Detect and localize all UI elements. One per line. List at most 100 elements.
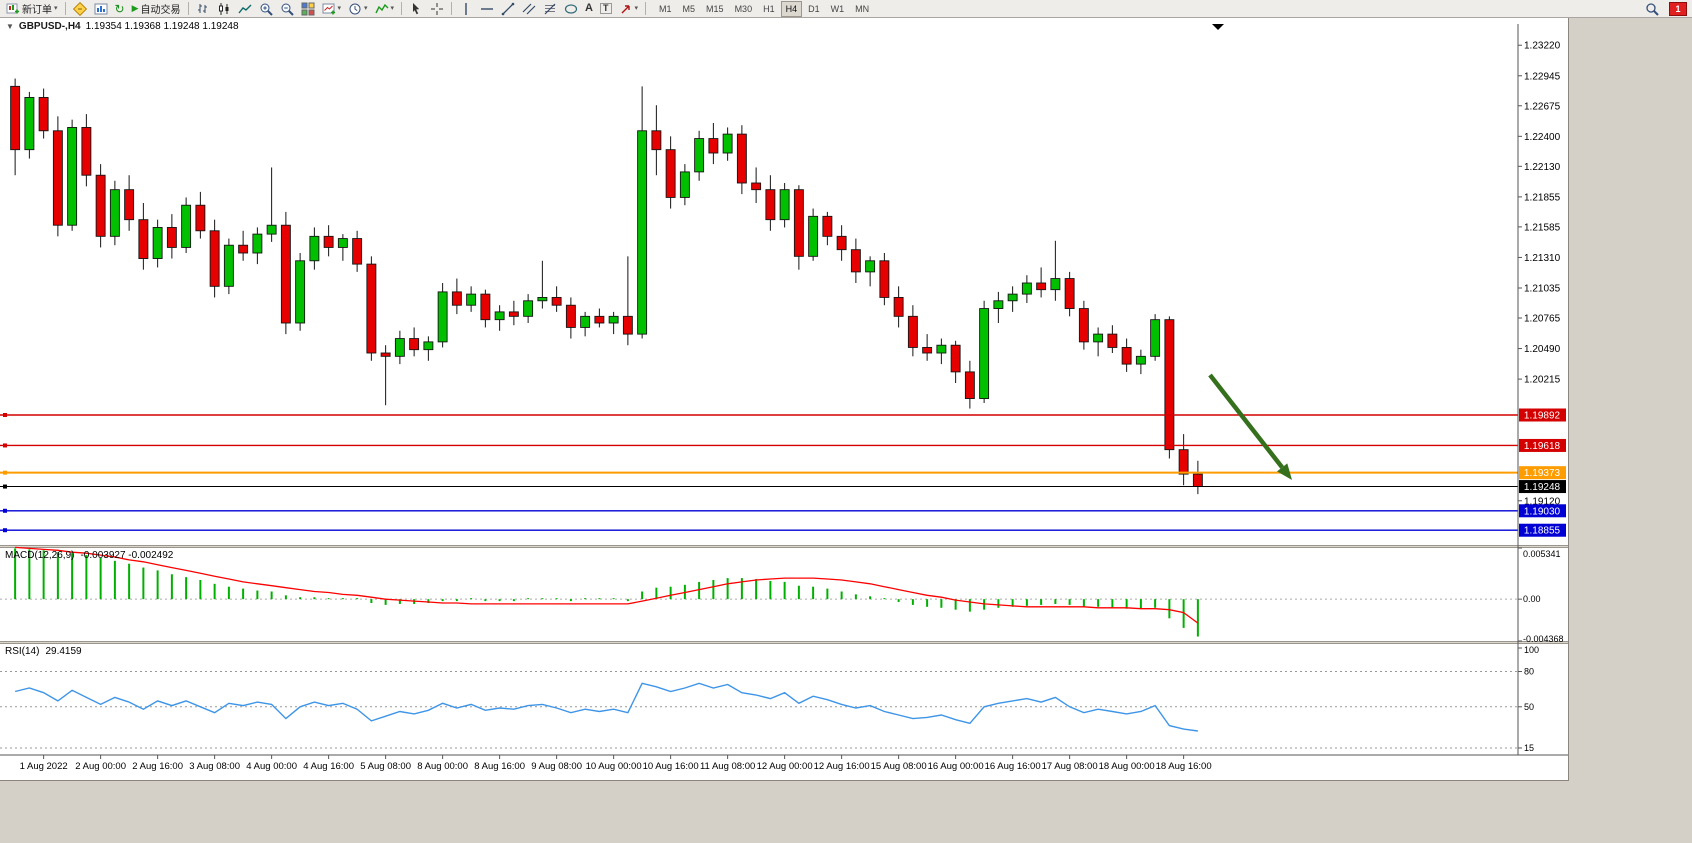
new-order-label: 新订单	[22, 5, 52, 16]
channel-icon	[522, 3, 536, 14]
chart-canvas[interactable]: 1.23220 1.22945 1.22675 1.22400 1.22130 1.218…	[0, 18, 1568, 780]
fibonacci-button[interactable]	[540, 0, 560, 18]
candlestick-icon	[218, 2, 228, 15]
rsi-value: 29.4159	[45, 646, 82, 657]
macd-label: MACD(12,26,9) -0.003927 -0.002492	[5, 550, 173, 561]
price-axis[interactable]: 1.23220 1.22945 1.22675 1.22400 1.22130 1.218…	[1517, 24, 1566, 755]
svg-text:10 Aug 00:00: 10 Aug 00:00	[586, 761, 642, 772]
chart-shift-marker[interactable]	[1212, 24, 1224, 30]
svg-text:1.19030: 1.19030	[1524, 506, 1561, 517]
timeframe-w1-button[interactable]: W1	[830, 3, 845, 14]
toolbar-right-group: 1	[1645, 1, 1689, 16]
svg-text:1.22675: 1.22675	[1524, 101, 1561, 112]
timeframe-h1-button[interactable]: H1	[763, 3, 775, 14]
svg-text:8 Aug 16:00: 8 Aug 16:00	[474, 761, 525, 772]
arrows-caret-icon: ▾	[634, 5, 639, 12]
horizontal-line-button[interactable]	[477, 0, 497, 18]
timeframe-m1-button[interactable]: M1	[659, 3, 672, 14]
new-order-button[interactable]: 新订单 ▾	[3, 0, 61, 18]
refresh-button[interactable]: ↻	[112, 0, 128, 18]
svg-text:2 Aug 16:00: 2 Aug 16:00	[132, 761, 183, 772]
zoom-out-icon	[281, 3, 294, 16]
svg-text:12 Aug 16:00: 12 Aug 16:00	[814, 761, 870, 772]
macd-panel[interactable]	[0, 546, 1518, 637]
zoom-out-button[interactable]	[277, 0, 297, 18]
trend-arrow[interactable]	[1208, 373, 1292, 480]
ohlc-values: 1.19354 1.19368 1.19248 1.19248	[85, 21, 239, 32]
vertical-line-button[interactable]	[456, 0, 476, 18]
shapes-button[interactable]	[561, 0, 581, 18]
indicators-button[interactable]: ▾	[372, 0, 398, 18]
tile-windows-icon	[301, 2, 314, 15]
svg-text:8 Aug 00:00: 8 Aug 00:00	[417, 761, 468, 772]
svg-text:1.21310: 1.21310	[1524, 253, 1561, 264]
search-icon[interactable]	[1645, 2, 1659, 16]
svg-text:1.20490: 1.20490	[1524, 344, 1561, 355]
svg-text:1.23220: 1.23220	[1524, 41, 1561, 52]
autotrade-play-icon: ▶	[131, 3, 139, 13]
arrows-button[interactable]: ▾	[616, 0, 642, 18]
svg-text:15 Aug 08:00: 15 Aug 08:00	[871, 761, 927, 772]
trendline-icon	[501, 2, 515, 15]
svg-text:18 Aug 16:00: 18 Aug 16:00	[1156, 761, 1212, 772]
timeframe-m15-button[interactable]: M15	[706, 3, 724, 14]
text-icon: A	[585, 2, 593, 14]
svg-text:16 Aug 00:00: 16 Aug 00:00	[928, 761, 984, 772]
candlestick-series[interactable]	[10, 78, 1203, 495]
svg-text:1.19120: 1.19120	[1524, 496, 1561, 507]
svg-text:10 Aug 16:00: 10 Aug 16:00	[643, 761, 699, 772]
svg-text:1.19373: 1.19373	[1524, 468, 1561, 479]
svg-text:3 Aug 08:00: 3 Aug 08:00	[189, 761, 240, 772]
timeframe-h4-button[interactable]: H4	[780, 0, 803, 17]
label-button[interactable]: T	[597, 0, 615, 18]
text-button[interactable]: A	[582, 0, 596, 18]
rsi-panel[interactable]	[0, 671, 1518, 749]
toolbar-separator	[64, 2, 66, 15]
autotrade-button[interactable]: ▶ 自动交易	[129, 0, 184, 18]
toolbar-separator	[401, 2, 403, 15]
chart-collapse-icon[interactable]: ▼	[6, 22, 14, 31]
time-axis[interactable]: 1 Aug 2022 2 Aug 00:00 2 Aug 16:00 3 Aug 08…	[0, 754, 1568, 772]
notification-badge[interactable]: 1	[1669, 1, 1687, 16]
indicators-icon	[374, 3, 389, 13]
chart-title: ▼ GBPUSD-,H4 1.19354 1.19368 1.19248 1.1…	[6, 21, 239, 32]
tile-windows-button[interactable]	[298, 0, 318, 18]
svg-text:50: 50	[1524, 702, 1534, 712]
svg-text:12 Aug 00:00: 12 Aug 00:00	[757, 761, 813, 772]
new-chart-caret-icon: ▾	[337, 5, 342, 12]
metaeditor-button[interactable]	[70, 0, 90, 18]
timeframe-m5-button[interactable]: M5	[682, 3, 696, 14]
svg-text:4 Aug 16:00: 4 Aug 16:00	[303, 761, 354, 772]
new-chart-button[interactable]: ▾	[319, 0, 345, 18]
timeframe-m30-button[interactable]: M30	[734, 3, 753, 14]
autotrade-label: 自动交易	[140, 5, 181, 16]
cursor-button[interactable]	[406, 0, 426, 18]
bar-chart-button[interactable]	[193, 0, 213, 18]
svg-text:5 Aug 08:00: 5 Aug 08:00	[360, 761, 411, 772]
trendline-button[interactable]	[498, 0, 518, 18]
svg-text:2 Aug 00:00: 2 Aug 00:00	[75, 761, 126, 772]
timeframe-d1-button[interactable]: D1	[808, 3, 820, 14]
period-button[interactable]: ▾	[345, 0, 371, 18]
svg-text:1.22945: 1.22945	[1524, 71, 1561, 82]
crosshair-button[interactable]	[427, 0, 447, 18]
chart-window: 1.23220 1.22945 1.22675 1.22400 1.22130 1.218…	[0, 18, 1569, 781]
channel-button[interactable]	[519, 0, 539, 18]
vertical-line-icon	[465, 2, 467, 15]
panel-dividers	[0, 545, 1568, 644]
line-chart-button[interactable]	[235, 0, 255, 18]
toolbar-separator	[645, 2, 647, 15]
horizontal-lines[interactable]	[0, 412, 1518, 533]
svg-text:0.00: 0.00	[1523, 594, 1541, 604]
timeframe-mn-button[interactable]: MN	[855, 3, 870, 14]
shapes-icon	[564, 3, 578, 14]
svg-text:1.19892: 1.19892	[1524, 410, 1561, 421]
market-watch-button[interactable]	[91, 0, 111, 18]
zoom-in-button[interactable]	[256, 0, 276, 18]
new-order-icon	[6, 3, 19, 13]
market-watch-icon	[94, 3, 108, 14]
new-chart-icon	[322, 3, 335, 14]
candlestick-chart-button[interactable]	[214, 0, 234, 18]
refresh-icon: ↻	[114, 1, 125, 16]
